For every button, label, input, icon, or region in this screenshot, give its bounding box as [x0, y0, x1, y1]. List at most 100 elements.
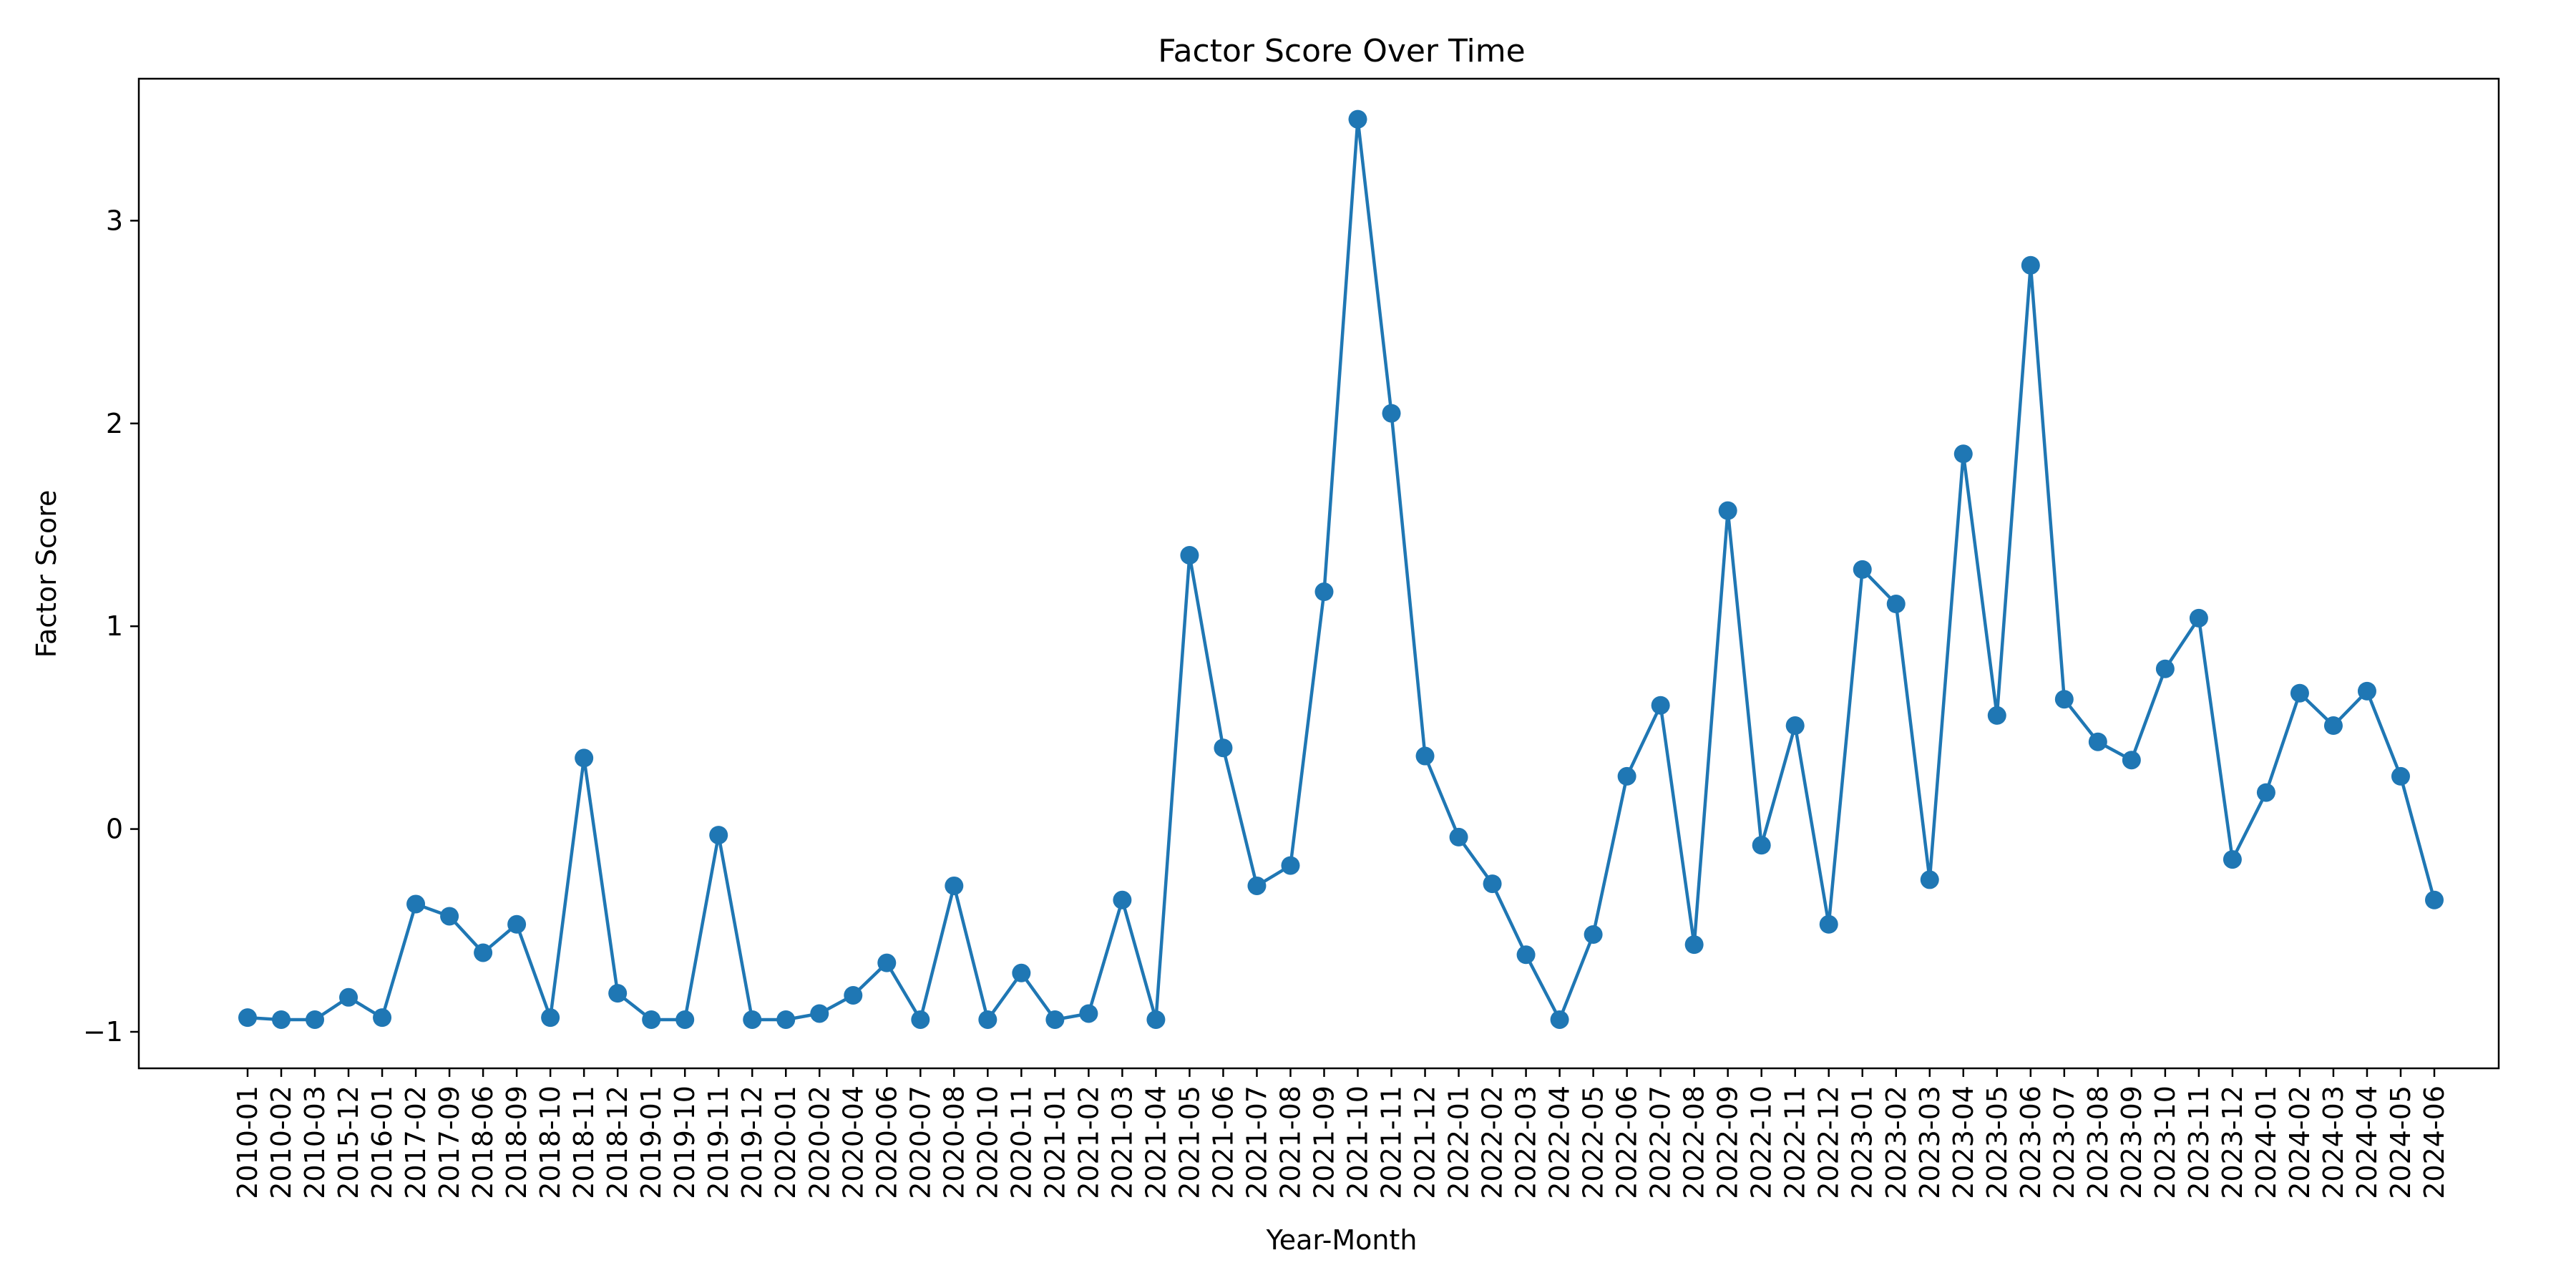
x-tick-label: 2023-11 [2183, 1085, 2215, 1199]
data-point [2323, 716, 2343, 736]
data-point [709, 826, 728, 845]
y-axis: −1 0 1 2 3 [83, 205, 139, 1048]
data-point [1819, 914, 1838, 934]
data-point [2256, 783, 2275, 802]
x-tick-label: 2010-01 [232, 1085, 263, 1199]
data-point [272, 1010, 291, 1029]
data-point [406, 894, 426, 914]
x-tick-label: 2021-11 [1376, 1085, 1407, 1199]
x-tick-label: 2021-05 [1174, 1085, 1205, 1199]
x-tick-label: 2020-01 [770, 1085, 801, 1199]
x-tick-label: 2023-09 [2116, 1085, 2147, 1199]
data-point [440, 907, 459, 926]
data-point [306, 1010, 325, 1029]
x-tick-label: 2022-07 [1645, 1085, 1677, 1199]
data-point [743, 1010, 762, 1029]
x-tick-label: 2022-05 [1578, 1085, 1609, 1199]
x-tick-label: 2020-10 [972, 1085, 1003, 1199]
data-point [238, 1008, 257, 1028]
x-tick-label: 2020-08 [938, 1085, 970, 1199]
data-point [1920, 870, 1939, 889]
data-point [1045, 1010, 1065, 1029]
data-point [978, 1010, 997, 1029]
x-tick-label: 2022-01 [1443, 1085, 1475, 1199]
x-tick-label: 2020-04 [837, 1085, 869, 1199]
data-point [1617, 766, 1636, 786]
x-tick-label: 2022-04 [1544, 1085, 1576, 1199]
data-point [911, 1010, 930, 1029]
data-point [810, 1004, 829, 1023]
x-tick-label: 2010-02 [265, 1085, 297, 1199]
x-tick-label: 2021-07 [1241, 1085, 1272, 1199]
data-point [1079, 1004, 1098, 1023]
data-point [1146, 1010, 1166, 1029]
x-axis: 2010-01 2010-02 2010-03 2015-12 2016-01 2017-… [232, 1068, 2450, 1199]
data-point [575, 748, 594, 768]
data-point [2223, 850, 2242, 869]
data-point [1718, 501, 1737, 520]
data-point [2290, 683, 2309, 703]
data-point [1651, 696, 1670, 715]
data-point [877, 953, 897, 972]
x-tick-label: 2015-12 [333, 1085, 364, 1199]
plot-area-frame [137, 77, 2500, 1070]
data-point [1785, 716, 1805, 736]
data-point [1886, 595, 1906, 614]
x-tick-label: 2022-06 [1611, 1085, 1643, 1199]
data-point [1987, 706, 2006, 725]
x-tick-label: 2018-06 [467, 1085, 499, 1199]
data-point [2155, 659, 2175, 678]
x-tick-label: 2016-01 [366, 1085, 398, 1199]
x-tick-label: 2020-06 [871, 1085, 902, 1199]
data-point [1853, 560, 1872, 579]
data-point [2189, 608, 2208, 628]
x-tick-label: 2018-10 [535, 1085, 566, 1199]
data-point [339, 987, 358, 1007]
data-point [945, 876, 964, 895]
x-tick-label: 2019-12 [736, 1085, 768, 1199]
x-tick-label: 2024-06 [2419, 1085, 2450, 1199]
data-point [1584, 924, 1603, 944]
x-tick-label: 2010-03 [299, 1085, 331, 1199]
data-point [1113, 890, 1132, 909]
data-point [2425, 890, 2444, 909]
data-point [1214, 738, 1233, 758]
x-tick-label: 2023-06 [2015, 1085, 2046, 1199]
x-tick-label: 2023-02 [1880, 1085, 1912, 1199]
data-point [776, 1010, 796, 1029]
y-tick-label: −1 [83, 1016, 123, 1048]
data-point [1415, 746, 1435, 766]
data-point [1953, 444, 1973, 464]
data-point [1550, 1010, 1569, 1029]
x-tick-label: 2023-07 [2049, 1085, 2080, 1199]
x-tick-label: 2024-03 [2318, 1085, 2349, 1199]
data-point [541, 1008, 560, 1028]
y-tick-label: 1 [106, 610, 123, 642]
x-tick-label: 2017-02 [400, 1085, 431, 1199]
x-tick-label: 2020-11 [1005, 1085, 1037, 1199]
data-point [2088, 732, 2107, 751]
data-point [1684, 935, 1704, 955]
data-point [507, 914, 527, 934]
data-point [1382, 404, 1401, 423]
x-tick-label: 2023-01 [1847, 1085, 1878, 1199]
x-tick-label: 2022-02 [1477, 1085, 1508, 1199]
x-tick-label: 2021-03 [1106, 1085, 1138, 1199]
y-tick-label: 3 [106, 205, 123, 236]
x-tick-label: 2021-08 [1274, 1085, 1306, 1199]
x-tick-label: 2020-07 [904, 1085, 936, 1199]
data-point [1180, 545, 1199, 565]
data-point [2054, 690, 2074, 709]
series-points [238, 109, 2444, 1029]
data-point [1752, 836, 1771, 855]
x-tick-label: 2018-11 [568, 1085, 600, 1199]
x-tick-label: 2022-03 [1511, 1085, 1542, 1199]
data-point [373, 1008, 392, 1028]
y-tick-label: 0 [106, 814, 123, 845]
x-tick-label: 2023-05 [1981, 1085, 2013, 1199]
y-axis-label: Factor Score [31, 490, 62, 658]
x-tick-label: 2017-09 [434, 1085, 465, 1199]
x-tick-label: 2022-08 [1679, 1085, 1710, 1199]
